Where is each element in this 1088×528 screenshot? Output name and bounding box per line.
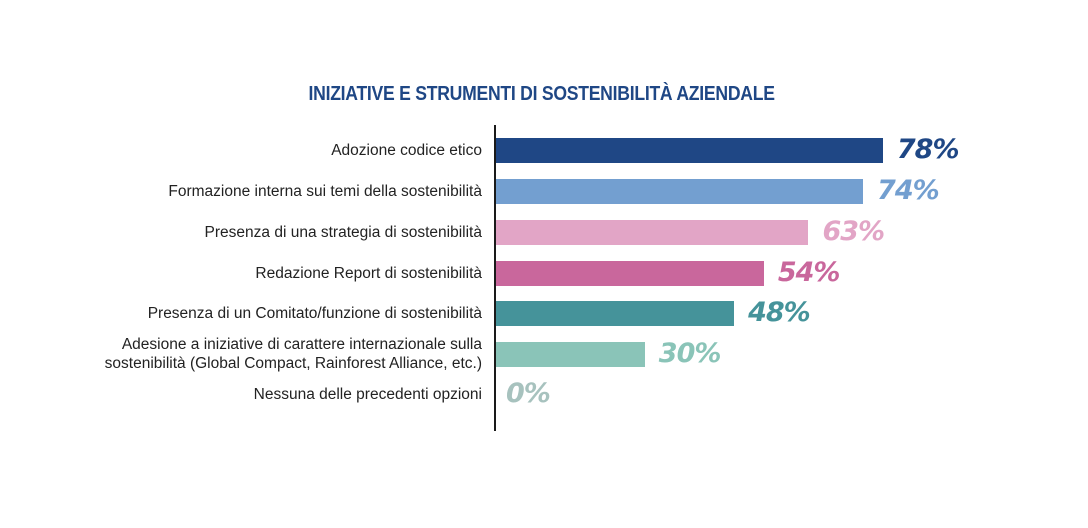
chart-title: INIZIATIVE E STRUMENTI DI SOSTENIBILITÀ … [308,83,775,105]
category-label: Redazione Report di sostenibilità [255,264,482,282]
bar [496,300,735,326]
bar [496,341,645,367]
data-label: 63% [822,216,885,247]
data-label: 0% [506,378,551,409]
data-label: 48% [748,297,811,328]
category-label: Presenza di una strategia di sostenibili… [204,223,482,241]
bar [496,219,809,245]
category-label: Presenza di un Comitato/funzione di sost… [147,304,482,322]
data-label: 74% [877,175,940,206]
data-label: 30% [658,338,722,369]
data-label: 54% [777,257,841,288]
data-label: 78% [896,134,960,165]
category-label: Adozione codice etico [331,141,482,159]
bar [496,178,864,204]
category-label: Adesione a iniziative di carattere inter… [104,336,482,372]
bar [496,137,883,163]
y-axis-line [494,125,496,431]
bar [496,260,764,286]
category-label: Nessuna delle precedenti opzioni [253,385,482,403]
category-label: Formazione interna sui temi della sosten… [168,182,482,200]
